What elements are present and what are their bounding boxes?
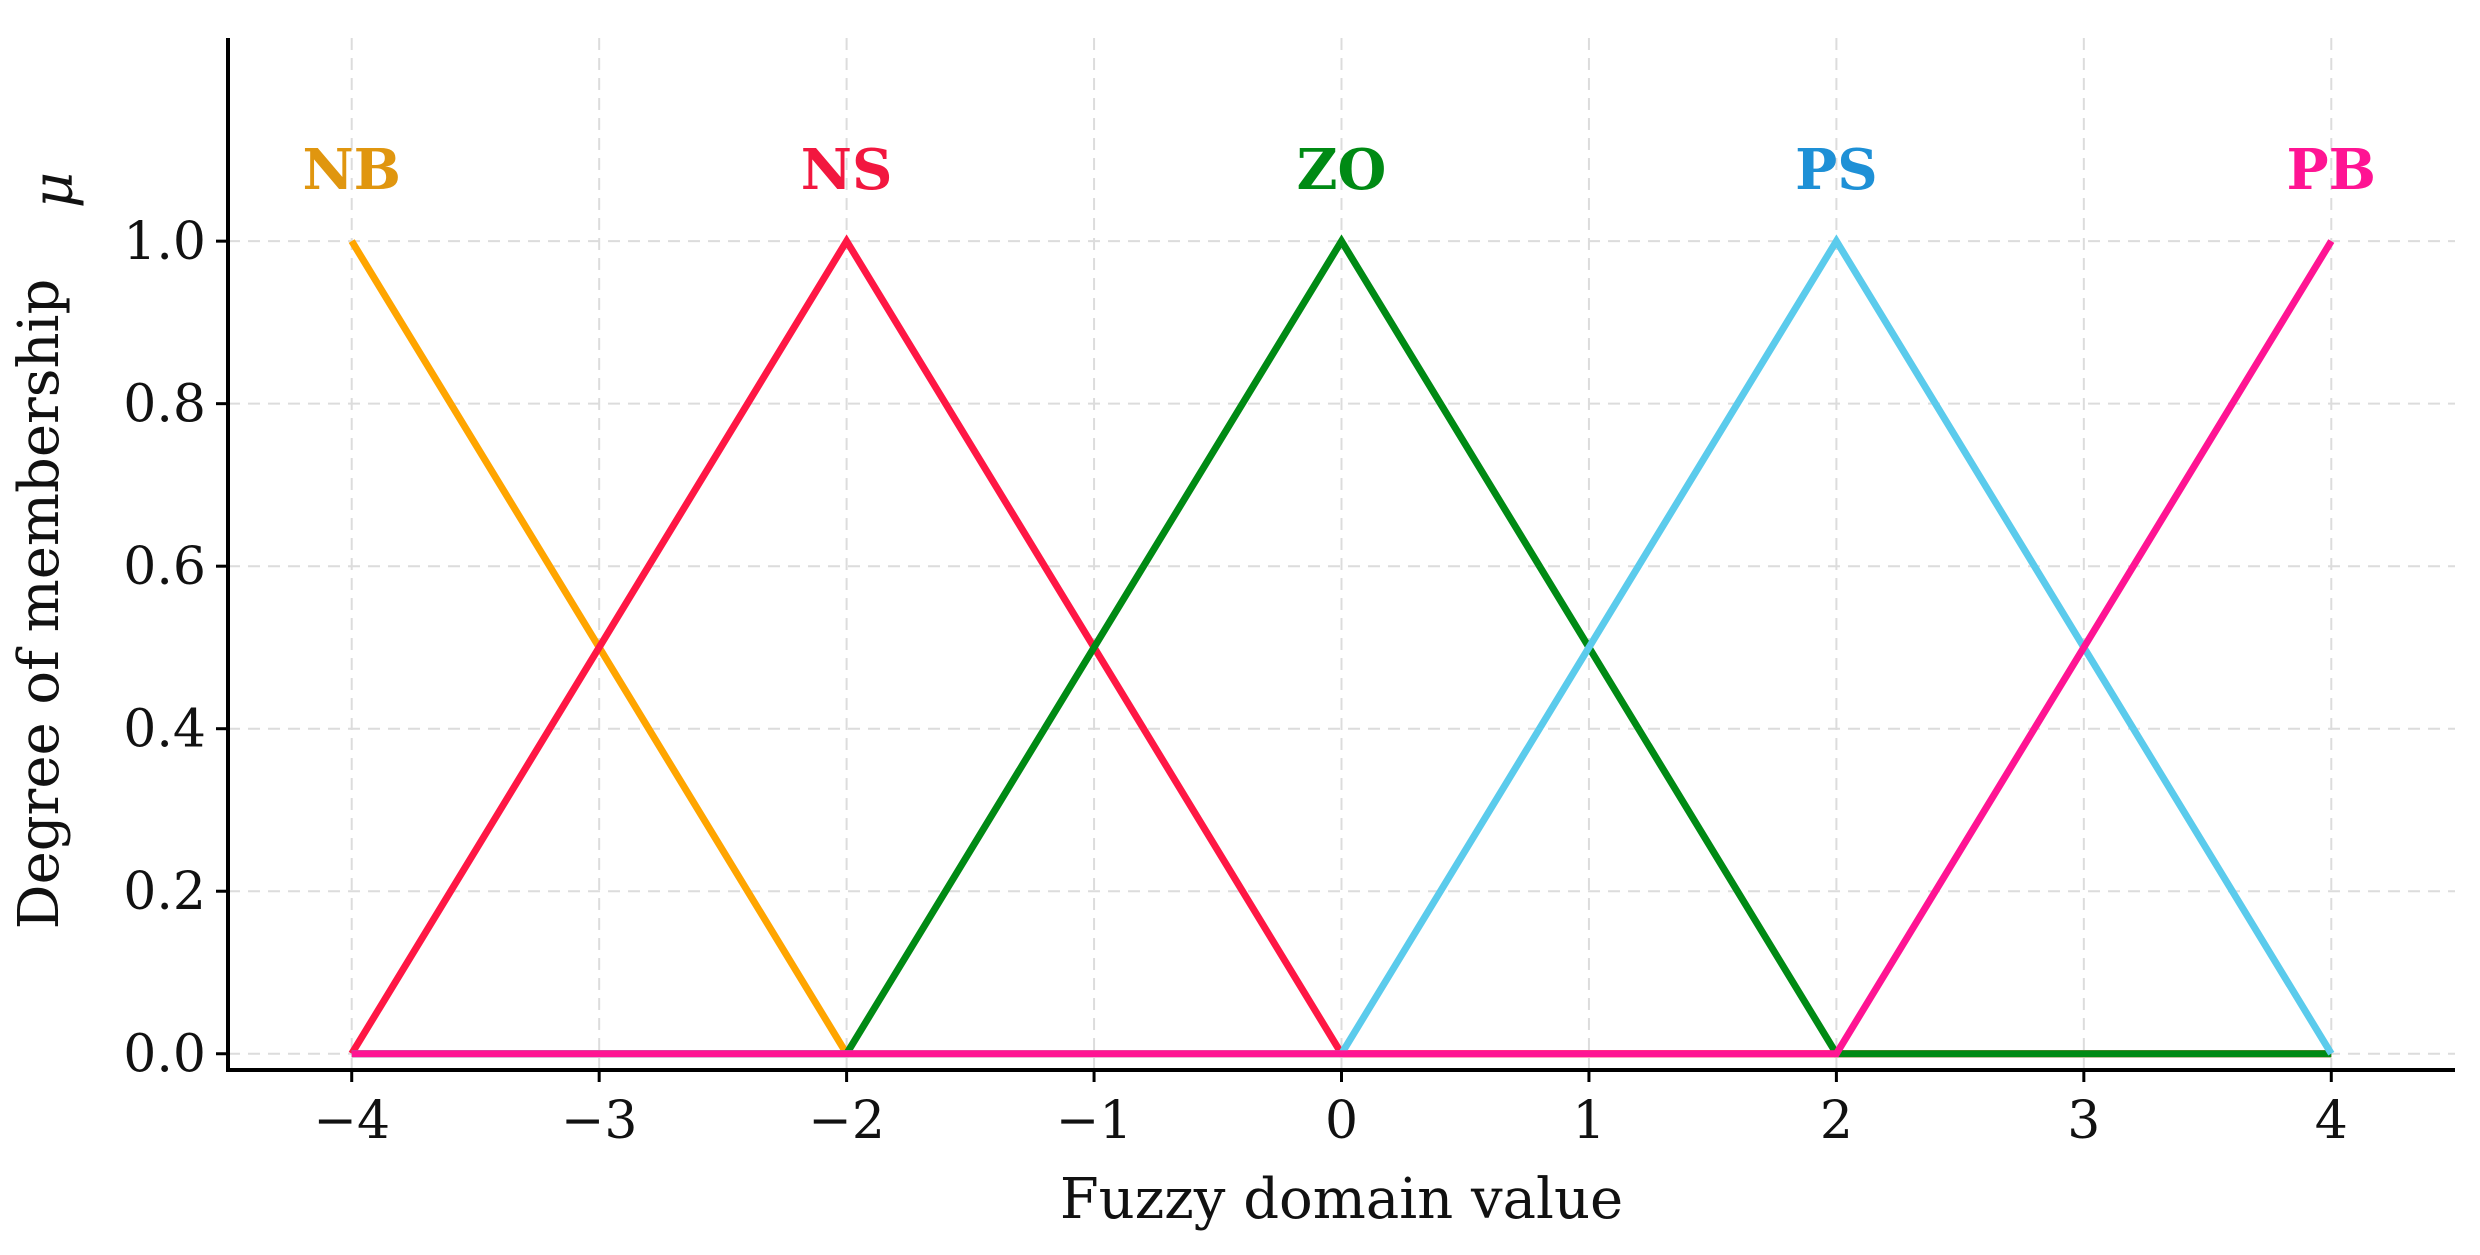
x-tick-label: 1 [1572, 1091, 1605, 1151]
y-tick-label: 0.0 [123, 1025, 206, 1085]
x-tick-label: 3 [2067, 1091, 2100, 1151]
x-tick-label: 2 [1820, 1091, 1853, 1151]
series-label-ps: PS [1795, 137, 1878, 203]
ticks: −4 −3 −2 −1 0 1 2 3 4 0.0 0.2 0.4 0.6 0.8 1.0 [123, 212, 2348, 1151]
y-tick-label: 1.0 [123, 212, 206, 272]
y-axis-title: Degree of membership [7, 279, 72, 930]
x-tick-label: 4 [2315, 1091, 2348, 1151]
x-tick-label: −2 [808, 1091, 885, 1151]
x-tick-label: −1 [1056, 1091, 1133, 1151]
x-axis-title: Fuzzy domain value [1060, 1167, 1623, 1232]
y-axis-symbol: μ [21, 172, 86, 208]
y-tick-label: 0.6 [123, 537, 206, 597]
y-axis-title-group: Degree of membership μ [7, 172, 86, 930]
x-tick-label: −4 [313, 1091, 390, 1151]
series-label-ns: NS [801, 137, 893, 203]
series-labels: NB NS ZO PS PB [302, 137, 2376, 203]
x-tick-label: −3 [561, 1091, 638, 1151]
series-label-nb: NB [302, 137, 401, 203]
series-line-pb [351, 239, 2335, 1058]
y-tick-label: 0.4 [123, 700, 206, 760]
x-tick-label: 0 [1325, 1091, 1358, 1151]
series-lines [348, 234, 2335, 1058]
series-label-pb: PB [2287, 137, 2376, 203]
series-label-zo: ZO [1297, 137, 1387, 203]
y-tick-label: 0.2 [123, 862, 206, 922]
y-tick-label: 0.8 [123, 375, 206, 435]
